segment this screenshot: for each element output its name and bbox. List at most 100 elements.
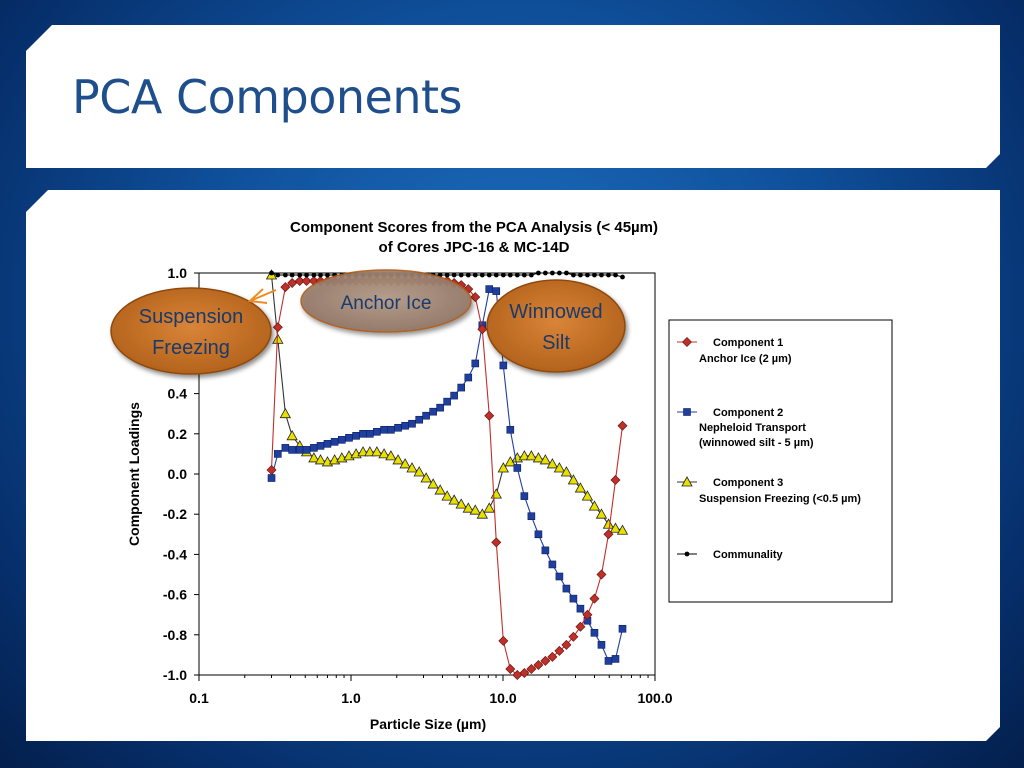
data-point-communality bbox=[486, 272, 492, 278]
legend-marker-component1 bbox=[682, 337, 692, 347]
anchor-ice-callout bbox=[300, 269, 472, 333]
data-point-component2 bbox=[485, 285, 494, 293]
legend-component3-desc: Suspension Freezing (<0.5 µm) bbox=[699, 493, 861, 505]
data-point-component1 bbox=[505, 663, 516, 674]
data-point-component3 bbox=[525, 450, 538, 461]
data-point-component3 bbox=[364, 446, 376, 457]
data-point-component2 bbox=[401, 421, 409, 430]
data-point-component3 bbox=[476, 508, 488, 519]
data-point-communality bbox=[500, 272, 506, 278]
data-point-component3 bbox=[581, 490, 594, 501]
data-point-communality bbox=[444, 272, 450, 278]
winnowed-silt-label-line1: Winnowed bbox=[509, 301, 602, 323]
data-point-component1 bbox=[301, 276, 312, 287]
data-point-component2 bbox=[281, 444, 290, 452]
data-point-component2 bbox=[310, 444, 318, 452]
data-point-communality bbox=[282, 272, 288, 278]
data-point-component2 bbox=[267, 474, 276, 482]
data-point-component1 bbox=[610, 475, 621, 486]
data-point-communality bbox=[514, 272, 520, 278]
data-point-component2 bbox=[548, 560, 557, 569]
data-point-component3 bbox=[539, 454, 552, 465]
data-point-communality bbox=[613, 272, 618, 278]
data-point-component2 bbox=[359, 429, 367, 438]
data-point-communality bbox=[592, 272, 597, 278]
title-panel bbox=[26, 25, 1000, 168]
data-point-component3 bbox=[441, 490, 453, 501]
data-point-component1 bbox=[575, 621, 586, 632]
data-point-communality bbox=[297, 272, 303, 278]
data-point-communality bbox=[528, 272, 534, 278]
data-point-component2 bbox=[471, 359, 480, 368]
legend-communality: Communality bbox=[713, 549, 784, 561]
data-point-component1 bbox=[470, 292, 481, 303]
data-point-component3 bbox=[588, 500, 601, 511]
data-point-component2 bbox=[499, 361, 508, 370]
data-point-component2 bbox=[576, 604, 585, 613]
data-point-component3 bbox=[609, 522, 622, 533]
data-point-component2 bbox=[506, 425, 515, 434]
data-point-communality bbox=[507, 272, 513, 278]
series-component3 bbox=[265, 269, 629, 535]
data-point-component2 bbox=[492, 287, 501, 295]
x-tick-label: 0.1 bbox=[189, 690, 209, 706]
data-point-component2 bbox=[590, 628, 599, 637]
data-point-communality bbox=[549, 270, 555, 276]
data-point-component2 bbox=[366, 429, 374, 438]
data-point-component3 bbox=[413, 466, 425, 477]
data-point-component2 bbox=[443, 397, 451, 406]
data-point-component2 bbox=[464, 373, 473, 382]
legend-component2-title: Component 2 bbox=[713, 407, 783, 419]
data-point-component2 bbox=[373, 427, 381, 436]
data-point-component3 bbox=[616, 524, 629, 535]
data-point-component2 bbox=[338, 436, 346, 444]
data-point-communality bbox=[620, 274, 625, 280]
y-tick-label: -1.0 bbox=[163, 667, 187, 683]
data-point-component1 bbox=[533, 659, 544, 670]
data-point-component2 bbox=[527, 512, 536, 521]
data-point-communality bbox=[606, 272, 611, 278]
legend-box bbox=[668, 319, 893, 603]
data-point-communality bbox=[564, 270, 569, 276]
data-point-component2 bbox=[562, 584, 571, 593]
y-tick-label: 0.0 bbox=[168, 466, 188, 482]
data-point-component1 bbox=[266, 464, 277, 475]
data-point-component3 bbox=[455, 498, 467, 509]
data-point-component2 bbox=[422, 411, 430, 420]
data-point-component2 bbox=[534, 530, 543, 539]
anchor-ice-label: Anchor Ice bbox=[341, 293, 432, 314]
data-point-component2 bbox=[352, 432, 360, 440]
data-point-component3 bbox=[427, 478, 439, 489]
data-point-component2 bbox=[520, 492, 529, 500]
data-point-component3 bbox=[406, 462, 418, 473]
y-tick-label: -0.4 bbox=[163, 546, 187, 562]
data-point-communality bbox=[536, 270, 541, 276]
data-point-communality bbox=[304, 272, 309, 278]
data-point-component3 bbox=[420, 472, 432, 483]
legend-component2-desc1: Nepheloid Transport bbox=[699, 422, 806, 434]
legend-component2-desc2: (winnowed silt - 5 µm) bbox=[699, 437, 814, 449]
y-tick-label: 0.2 bbox=[168, 426, 188, 442]
data-point-component1 bbox=[540, 655, 551, 666]
data-point-component3 bbox=[392, 454, 404, 465]
data-point-component3 bbox=[385, 450, 397, 461]
data-point-component3 bbox=[546, 458, 559, 469]
data-point-communality bbox=[289, 272, 295, 278]
data-point-component3 bbox=[490, 488, 502, 499]
data-point-component3 bbox=[469, 504, 481, 515]
x-tick-label: 10.0 bbox=[489, 690, 516, 706]
data-point-component1 bbox=[568, 631, 579, 642]
data-point-component2 bbox=[429, 407, 437, 416]
data-point-component3 bbox=[314, 454, 327, 465]
data-point-component1 bbox=[547, 651, 558, 662]
data-point-communality bbox=[269, 270, 274, 276]
legend-component1-desc: Anchor Ice (2 µm) bbox=[699, 353, 792, 365]
data-point-communality bbox=[451, 272, 457, 278]
data-point-component1 bbox=[589, 593, 600, 604]
data-point-component3 bbox=[399, 458, 411, 469]
callout-arrow bbox=[247, 288, 277, 304]
legend-marker-component3 bbox=[681, 476, 693, 487]
data-point-component3 bbox=[553, 462, 566, 473]
data-point-communality bbox=[521, 272, 527, 278]
